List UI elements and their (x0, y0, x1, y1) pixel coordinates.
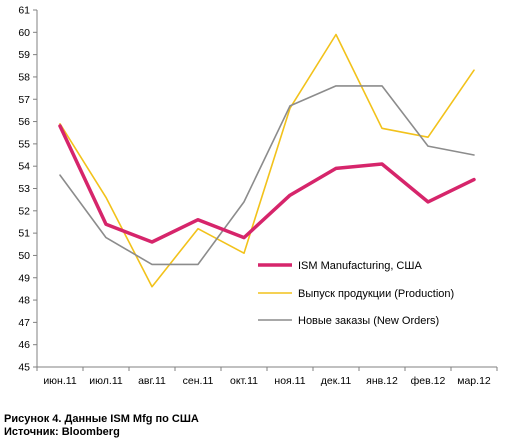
series-line-1 (59, 33, 475, 288)
x-tick-label: мар.12 (457, 375, 491, 387)
x-tick-label: сен.11 (183, 375, 214, 387)
y-tick-label: 51 (18, 228, 30, 240)
legend-label-2: Новые заказы (New Orders) (298, 315, 439, 327)
y-tick-label: 52 (18, 205, 30, 217)
x-tick-label: авг.11 (138, 375, 166, 387)
x-tick-label: ноя.11 (274, 375, 305, 387)
x-tick-label: июл.11 (89, 375, 123, 387)
series-lines (58, 33, 476, 288)
y-tick-label: 56 (18, 116, 30, 128)
y-tick-label: 59 (18, 49, 30, 61)
y-tick-label: 46 (18, 339, 30, 351)
y-tick-label: 49 (18, 272, 30, 284)
legend-label-1: Выпуск продукции (Production) (298, 288, 454, 300)
y-tick-label: 58 (18, 71, 30, 83)
y-tick-label: 48 (18, 295, 30, 307)
x-tick-label: дек.11 (321, 375, 352, 387)
legend: ISM Manufacturing, США Выпуск продукции (… (258, 260, 454, 327)
y-tick-label: 55 (18, 138, 30, 150)
y-tick-label: 60 (18, 27, 30, 39)
y-axis-ticks: 45 46 47 48 49 50 51 52 53 54 55 56 57 58 59 60 61 (18, 5, 37, 374)
series-line-2 (59, 85, 475, 266)
y-tick-label: 47 (18, 317, 30, 329)
series-line-0 (58, 124, 476, 244)
x-tick-label: фев.12 (411, 375, 446, 387)
y-tick-label: 53 (18, 183, 30, 195)
y-tick-label: 61 (18, 5, 30, 17)
line-chart: 45 46 47 48 49 50 51 52 53 54 55 56 57 58 59 60 61 июн.1… (18, 5, 498, 387)
y-tick-label: 50 (18, 250, 30, 262)
source-caption: Источник: Bloomberg (4, 426, 120, 438)
x-tick-label: окт.11 (230, 375, 258, 387)
legend-label-0: ISM Manufacturing, США (298, 260, 422, 272)
figure-caption: Рисунок 4. Данные ISM Mfg по США (4, 413, 199, 425)
x-tick-label: июн.11 (43, 375, 77, 387)
y-tick-label: 54 (18, 161, 30, 173)
x-tick-label: янв.12 (366, 375, 398, 387)
y-tick-label: 57 (18, 94, 30, 106)
y-tick-label: 45 (18, 362, 30, 374)
x-axis-ticks: июн.11 июл.11 авг.11 сен.11 окт.11 ноя.11 дек.… (36, 367, 498, 387)
